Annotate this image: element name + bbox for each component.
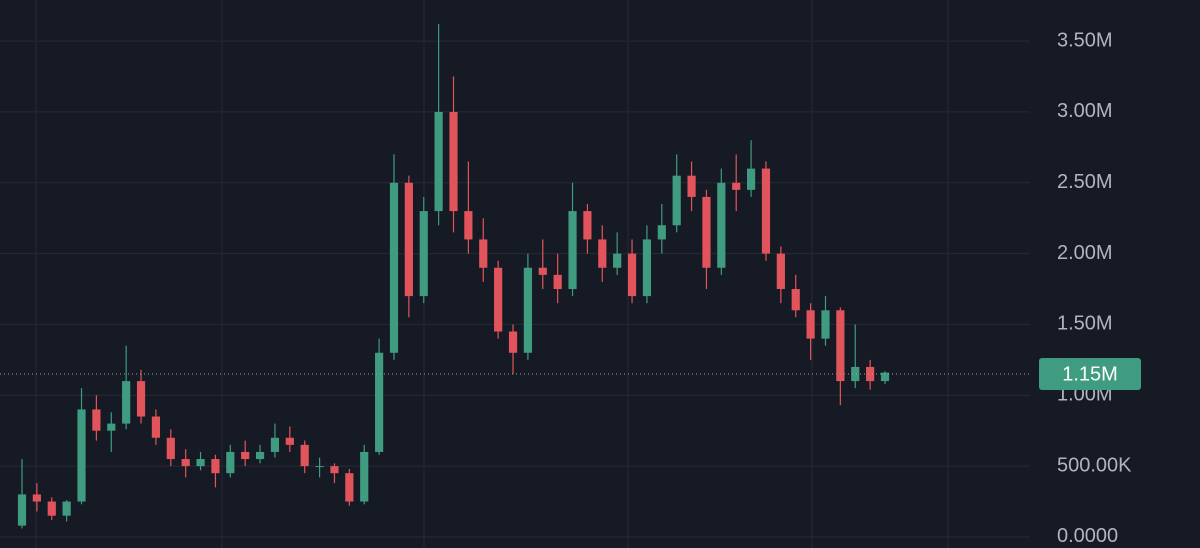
candle-body [434,111,443,212]
candle-body [136,381,146,417]
y-tick-label: 0.0000 [1057,525,1118,547]
candle-body [806,310,815,339]
candle-body [151,416,161,438]
y-tick-label: 1.50M [1057,313,1113,335]
candle-body [211,459,220,474]
candle-body [77,409,86,502]
candle-body [345,473,354,502]
candle-body [672,175,681,226]
candle-body [494,267,503,332]
candle-body [479,239,488,268]
candle-body [255,451,265,460]
candle-body [746,168,756,190]
candle-body [866,366,875,382]
candle-body [836,310,845,382]
candle-body [583,211,592,240]
candle-body [449,111,458,212]
candle-body [270,437,280,452]
candle-body [523,267,532,353]
candle-body [107,423,116,431]
candle-body [330,466,339,474]
candle-body [702,196,711,268]
candle-body [300,444,309,467]
candle-body [613,253,622,268]
candle-body [17,494,27,526]
candle-body [553,274,562,290]
candle-body [181,459,190,467]
candle-body [285,437,294,445]
candle-body [776,253,785,290]
candle-body [389,182,399,353]
y-tick-label: 2.00M [1057,242,1113,264]
candle-body [598,239,607,268]
candle-body [791,289,800,311]
candle-body [122,381,131,424]
y-tick-label: 3.50M [1057,29,1113,51]
candle-body [464,211,473,240]
candle-body [851,366,860,382]
y-tick-label: 500.00K [1057,454,1132,476]
candle-body [717,182,726,268]
candle-body [166,437,175,460]
candle-body [761,168,771,254]
candle-body [821,310,830,339]
candle-body [62,501,71,516]
candle-body [657,225,666,240]
candle-body [880,372,890,382]
candle-body [508,331,518,353]
y-tick-label: 2.50M [1057,171,1113,193]
last-price-label: 1.15M [1062,363,1118,385]
candle-body [642,239,652,297]
candle-body [47,501,56,516]
candle-body [360,451,369,502]
candle-body [419,211,428,297]
candle-body [241,451,250,460]
candle-body [687,175,696,197]
candle-body [32,494,41,502]
candle-body [627,253,637,297]
candle-body [196,459,205,467]
y-tick-label: 3.00M [1057,100,1113,122]
candle-body [404,182,413,297]
last-price-badge [1039,358,1141,391]
candle-body [538,267,547,275]
candle-body [732,182,741,190]
candle-body [568,211,577,290]
candle-body [226,451,235,474]
candle-body [92,409,101,431]
candle-body [315,466,324,468]
candle-body [375,352,384,452]
